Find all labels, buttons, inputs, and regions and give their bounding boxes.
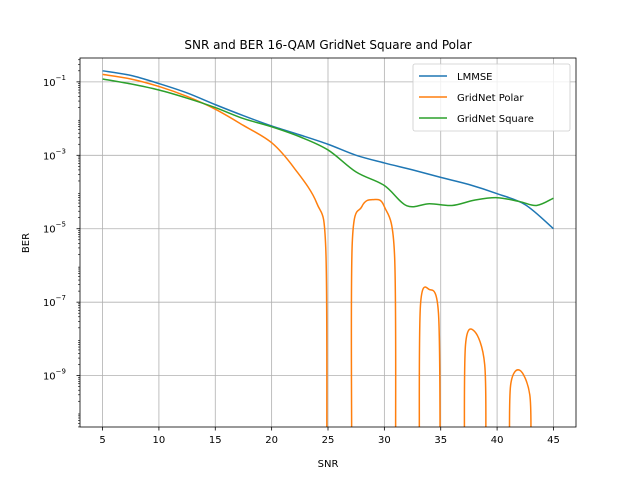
x-tick-label: 15 (209, 435, 222, 446)
series-line-gridnet-square (102, 78, 554, 208)
x-tick-label: 45 (547, 435, 560, 446)
y-tick-exponent: −7 (56, 294, 66, 302)
y-tick-exponent: −3 (56, 147, 66, 155)
y-tick-exponent: −1 (56, 74, 66, 82)
legend-label-gridnet-square: GridNet Square (457, 114, 534, 125)
series-line-lmmse (102, 70, 554, 230)
x-tick-label: 20 (265, 435, 278, 446)
x-tick-label: 25 (322, 435, 335, 446)
legend-box (412, 63, 571, 132)
series-layer (102, 70, 554, 427)
y-axis-label: BER (21, 233, 32, 253)
x-tick-label: 35 (434, 435, 447, 446)
chart-title: SNR and BER 16-QAM GridNet Square and Po… (184, 38, 471, 52)
x-axis-label: SNR (318, 459, 339, 470)
series-line-gridnet-polar (463, 328, 487, 427)
x-tick-label: 30 (378, 435, 391, 446)
x-tick-label: 5 (99, 435, 105, 446)
series-line-gridnet-polar (508, 369, 532, 427)
y-tick-exponent: −5 (56, 221, 66, 229)
legend-label-lmmse: LMMSE (457, 72, 493, 83)
x-tick-label: 40 (491, 435, 504, 446)
series-line-gridnet-polar (102, 73, 328, 427)
x-tick-label: 10 (153, 435, 166, 446)
legend-label-gridnet-polar: GridNet Polar (457, 93, 524, 104)
legend: LMMSE GridNet Polar GridNet Square (412, 63, 571, 132)
y-tick-exponent: −9 (56, 368, 66, 376)
series-line-gridnet-polar (350, 198, 397, 427)
series-line-gridnet-polar (418, 286, 441, 427)
